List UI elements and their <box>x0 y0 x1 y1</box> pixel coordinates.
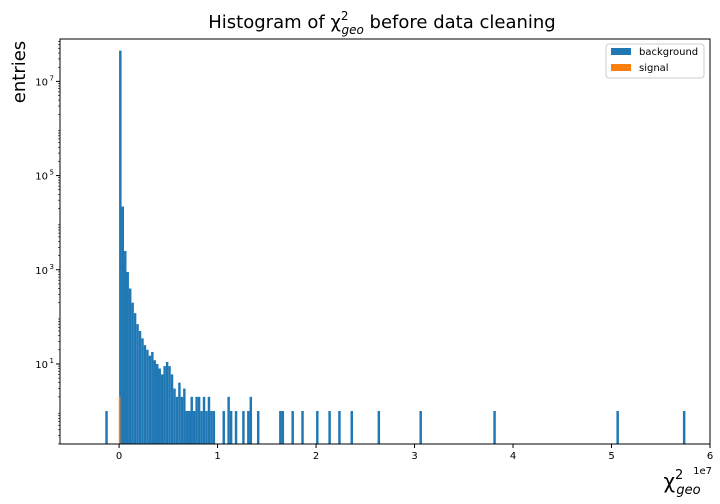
background-bin-25 <box>178 382 181 444</box>
background-bin-42 <box>229 411 233 444</box>
background-bin-26 <box>180 396 184 444</box>
background-bin-41 <box>227 396 230 444</box>
background-bin-32 <box>195 396 198 444</box>
background-bin-53 <box>328 411 331 444</box>
series-signal <box>118 396 121 444</box>
background-bin-49 <box>281 411 285 444</box>
series-background <box>105 50 686 445</box>
x-tick-label-0: 0 <box>116 451 122 462</box>
background-bin-0 <box>105 411 108 444</box>
x-axis-label: χ2 geo <box>663 468 700 498</box>
background-bin-16 <box>156 363 159 444</box>
y-tick-label-1e7: 10 <box>35 77 48 88</box>
background-bin-60 <box>682 411 686 444</box>
background-bin-13 <box>148 355 152 444</box>
background-bin-6 <box>131 302 134 444</box>
x-offset-label: 1e7 <box>693 466 712 477</box>
background-bin-40 <box>222 411 225 444</box>
legend-swatch-background <box>611 48 631 55</box>
background-bin-39 <box>212 411 216 444</box>
y-tick-label-1e3: 10 <box>35 266 48 277</box>
background-bin-52 <box>316 411 319 444</box>
background-bin-4 <box>126 271 129 444</box>
background-bin-23 <box>173 388 176 444</box>
y-tick-label-1e1: 10 <box>35 360 48 371</box>
background-bin-51 <box>301 411 304 444</box>
legend-swatch-signal <box>611 64 631 71</box>
background-bin-5 <box>128 288 132 444</box>
background-bin-38 <box>210 411 213 444</box>
legend-label-background: background <box>639 47 698 58</box>
background-bin-12 <box>146 349 149 444</box>
background-bin-30 <box>190 396 193 444</box>
y-tick-exponent-1e3: 3 <box>50 263 54 271</box>
background-bin-43 <box>234 411 238 444</box>
x-tick-label-1: 1 <box>214 451 220 462</box>
background-bin-59 <box>616 411 619 444</box>
background-bin-22 <box>170 374 174 444</box>
background-bin-29 <box>188 411 191 444</box>
background-bin-3 <box>124 251 127 444</box>
background-bin-27 <box>183 388 186 444</box>
background-bin-8 <box>136 324 139 444</box>
background-bin-1 <box>119 50 122 445</box>
background-bin-21 <box>168 366 171 444</box>
background-bin-15 <box>153 360 157 444</box>
legend: background signal <box>605 43 705 79</box>
legend-label-signal: signal <box>639 63 669 74</box>
background-bin-44 <box>242 411 245 444</box>
y-tick-exponent-1e7: 7 <box>50 74 54 82</box>
background-bin-7 <box>133 313 137 444</box>
background-bin-18 <box>160 374 164 444</box>
background-bin-33 <box>197 396 201 444</box>
y-axis-label: entries <box>9 41 30 103</box>
x-tick-label-5: 5 <box>608 451 614 462</box>
x-tick-label-4: 4 <box>510 451 516 462</box>
background-bin-14 <box>151 351 154 444</box>
background-bin-57 <box>419 411 422 444</box>
background-bin-58 <box>493 411 496 444</box>
background-bin-24 <box>175 396 179 444</box>
x-tick-label-6: 6 <box>707 451 713 462</box>
background-bin-28 <box>185 411 189 444</box>
x-tick-label-3: 3 <box>411 451 417 462</box>
background-bin-34 <box>200 411 203 444</box>
background-bin-2 <box>121 206 125 444</box>
background-bin-17 <box>158 368 161 444</box>
background-bin-31 <box>192 411 196 444</box>
background-bin-54 <box>338 411 341 444</box>
background-bin-36 <box>205 411 208 444</box>
background-bin-45 <box>247 411 250 444</box>
background-bin-19 <box>163 366 166 444</box>
y-tick-exponent-1e1: 1 <box>50 357 54 365</box>
y-tick-label-1e5: 10 <box>35 172 48 183</box>
chart-title: Histogram of χ2 geo before data cleaning <box>208 9 555 37</box>
background-bin-9 <box>138 331 142 444</box>
signal-bin-0 <box>118 396 121 444</box>
background-bin-10 <box>141 338 144 444</box>
background-bin-48 <box>279 411 282 444</box>
x-tick-label-2: 2 <box>313 451 319 462</box>
background-bin-11 <box>143 345 147 444</box>
background-bin-46 <box>249 396 253 444</box>
background-bin-50 <box>291 411 294 444</box>
background-bin-20 <box>165 361 169 444</box>
background-bin-37 <box>207 396 211 444</box>
background-bin-47 <box>256 411 260 444</box>
background-bin-56 <box>377 411 381 444</box>
background-bin-35 <box>202 396 206 444</box>
background-bin-55 <box>350 411 353 444</box>
y-tick-exponent-1e5: 5 <box>50 169 54 177</box>
